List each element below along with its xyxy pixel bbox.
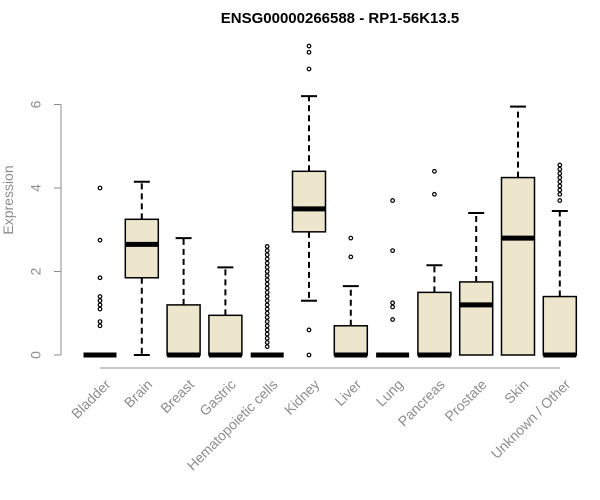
x-tick-label: Unknown / Other [488,376,574,462]
outlier-point [264,281,270,287]
box-rect [417,291,452,356]
x-tick-label: Breast [157,376,197,416]
box-rect [500,176,536,356]
outlier-point [264,323,270,329]
outlier-point [264,289,270,295]
outlier-point [97,237,103,243]
outlier-point [390,304,396,310]
box-kidney [291,43,327,358]
outlier-point [390,300,396,306]
outlier-point [264,252,270,258]
outlier-point [557,183,563,189]
outlier-point [432,168,437,174]
x-tick-label: Brain [121,376,155,410]
y-tick-label: 6 [28,100,44,108]
outlier-point [306,327,312,333]
outlier-point [264,310,270,316]
outlier-point [348,235,354,241]
outlier-point [264,331,270,337]
outlier-point [97,275,103,281]
box-brain [124,180,160,356]
outlier-point [264,256,270,262]
box-pancreas [417,168,452,358]
x-tick-label: Skin [501,376,532,407]
box-rect [291,170,327,233]
outlier-point [306,66,312,72]
outlier-point [348,254,354,260]
outlier-point [390,248,396,254]
box-rect [124,218,160,279]
x-tick-label: Liver [331,376,364,409]
box-series [83,43,578,358]
y-tick-label: 0 [28,351,44,359]
outlier-point [432,191,437,197]
outlier-point [557,187,563,193]
outlier-point [264,264,270,270]
box-rect [458,281,494,356]
box-lung [376,198,410,358]
box-rect [166,304,201,356]
box-skin [500,105,536,356]
box-liver [333,235,369,358]
outlier-point [264,277,270,283]
outlier-point [97,323,103,329]
outlier-point [264,327,270,333]
x-tick-label: Bladder [68,376,114,422]
outlier-point [264,248,270,254]
outlier-point [264,344,270,350]
outlier-point [264,273,270,279]
outlier-point [97,319,103,325]
x-tick-label: Lung [373,376,406,409]
outlier-point [557,166,563,172]
box-rect [208,314,243,356]
outlier-point [264,285,270,291]
outlier-point [390,198,396,203]
outlier-point [557,175,563,180]
box-hematopoietic-cells [250,244,284,358]
outlier-point [306,43,312,49]
box-prostate [458,212,494,356]
x-tick-label: Prostate [441,376,489,424]
outlier-point [306,49,312,55]
outlier-point [557,170,563,176]
outlier-point [264,244,270,249]
box-rect [333,325,369,356]
outlier-point [97,298,103,304]
y-axis-label: Expression [0,165,16,234]
outlier-point [97,185,103,191]
outlier-point [264,302,270,308]
outlier-point [264,298,270,304]
outlier-point [557,179,563,185]
outlier-point [557,162,563,168]
outlier-point [97,294,103,299]
outlier-point [264,269,270,274]
outlier-point [306,352,312,358]
box-unknown-other [542,162,578,358]
outlier-point [557,191,563,197]
outlier-point [264,315,270,320]
box-breast [166,237,201,358]
y-tick-label: 2 [28,267,44,275]
box-gastric [208,266,243,358]
chart-title: ENSG00000266588 - RP1-56K13.5 [221,10,460,27]
outlier-point [264,260,270,266]
box-bladder [83,185,117,358]
outlier-point [264,306,270,312]
y-tick-label: 4 [28,184,44,192]
outlier-point [264,294,270,299]
outlier-point [557,198,563,203]
outlier-point [97,306,103,312]
axes: 0 2 4 6 [28,100,560,369]
outlier-point [264,340,270,345]
outlier-point [97,302,103,308]
box-rect [542,295,578,356]
x-tick-label: Kidney [281,376,323,418]
outlier-point [264,319,270,325]
outlier-point [264,335,270,341]
outlier-point [390,317,396,322]
